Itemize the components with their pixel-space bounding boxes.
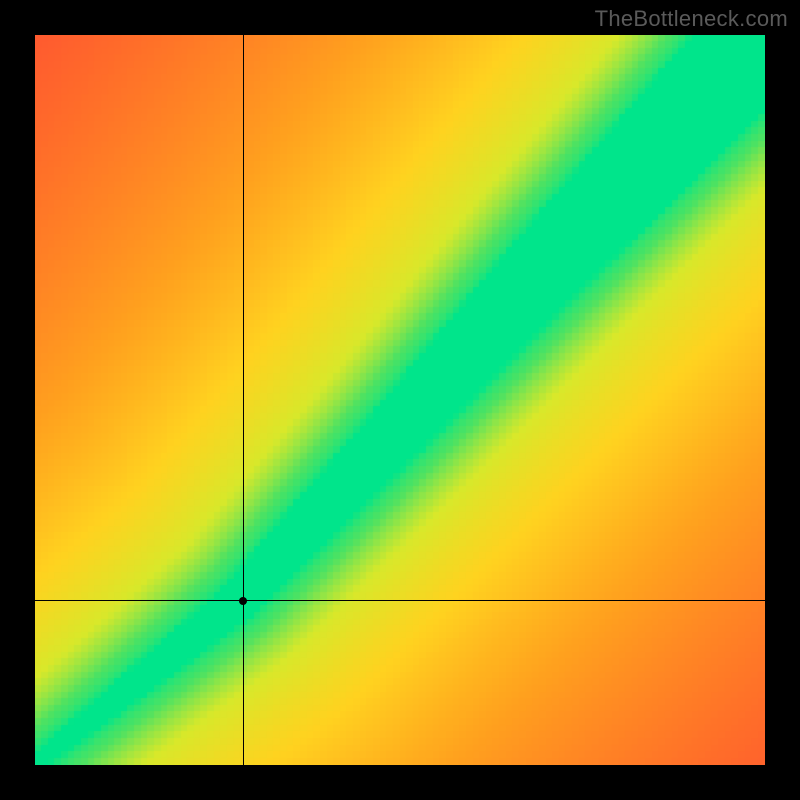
chart-container: TheBottleneck.com [0, 0, 800, 800]
plot-area [35, 35, 765, 765]
crosshair-horizontal [35, 600, 765, 601]
crosshair-vertical [243, 35, 244, 765]
watermark-text: TheBottleneck.com [595, 6, 788, 32]
heatmap-canvas [35, 35, 765, 765]
crosshair-marker [239, 597, 247, 605]
